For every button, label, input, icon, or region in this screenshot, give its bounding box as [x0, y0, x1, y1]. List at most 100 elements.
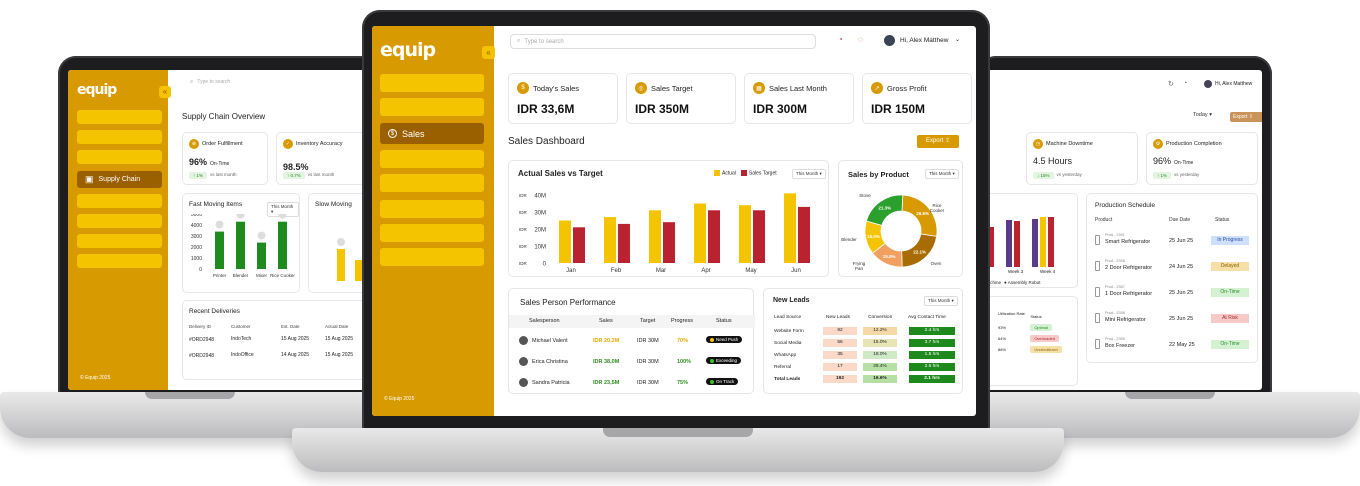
table-row[interactable]: Prod - 2357 1 Door Refrigerator 25 Jun 2… — [1095, 284, 1255, 306]
y-tick-label: 3000 — [191, 234, 202, 240]
nav-item-supply-chain[interactable]: ▣ Supply Chain — [77, 171, 162, 188]
chart-bar — [1014, 221, 1020, 267]
product-code: Prod - 2356 — [1105, 259, 1125, 263]
x-tick-label: Blender — [233, 273, 249, 278]
salesperson-name: Sandra Patricia — [532, 380, 570, 386]
table-row[interactable]: WhatsApp 35 18.0% 1.5 hrs — [764, 351, 964, 361]
check-icon: ✓ — [283, 139, 293, 149]
lead-source: Referral — [774, 365, 792, 370]
bell-icon[interactable]: ◔ — [1183, 80, 1188, 87]
actual-date: 15 Aug 2025 — [325, 336, 354, 342]
bar-target — [798, 206, 810, 263]
nav-item[interactable] — [380, 200, 484, 218]
table-row[interactable]: 93% Optimal — [998, 322, 1068, 333]
period-dropdown[interactable]: This Month ▾ — [924, 296, 958, 306]
table-row[interactable]: Prod - 2391 Smart Refrigerator 25 Jun 25… — [1095, 232, 1255, 254]
week-label: Week 4 — [1040, 269, 1056, 274]
table-row[interactable]: Prod - 2358 Mini Refrigerator 25 Jun 25 … — [1095, 310, 1255, 332]
refresh-icon[interactable]: ↻ — [1168, 81, 1174, 88]
nav-item[interactable] — [380, 98, 484, 116]
period-dropdown[interactable]: This Month ▾ — [925, 169, 959, 179]
gear-icon: ⚙ — [1153, 139, 1163, 149]
nav-item[interactable] — [77, 110, 162, 124]
card-title: Production Schedule — [1095, 202, 1155, 209]
avatar[interactable] — [1204, 80, 1212, 88]
table-row[interactable]: Website Form 92 12.2% 2.4 hrs — [764, 327, 964, 337]
utilization-table: Utilization Rate Status 93% Optimal 64% Ove… — [998, 311, 1068, 355]
table-row[interactable]: Social Media 56 15.0% 3.7 hrs — [764, 339, 964, 349]
message-icon[interactable]: ◌ — [858, 35, 863, 44]
nav-item[interactable] — [77, 214, 162, 228]
table-row[interactable]: Erica Christina IDR 38,0M IDR 30M 100% E… — [509, 354, 755, 372]
copyright: © Equip 2025 — [80, 375, 111, 381]
slice-label: Cooker — [930, 208, 945, 213]
x-tick-label: Apr — [701, 268, 710, 274]
nav-item-sales[interactable]: $ Sales — [380, 123, 484, 144]
y-prefix-label: IDR — [519, 210, 528, 215]
chart-bar — [257, 242, 266, 269]
column-header: New Leads — [826, 315, 850, 320]
notification-icon[interactable]: ◔ — [838, 35, 843, 44]
collapse-icon[interactable]: « — [159, 86, 171, 98]
nav-item[interactable] — [380, 74, 484, 92]
nav-item[interactable] — [380, 150, 484, 168]
bar-actual — [694, 203, 706, 263]
lead-source: Total Leads — [774, 377, 801, 382]
period-dropdown[interactable]: This Month ▾ — [792, 169, 826, 179]
table-row[interactable]: Sandra Patricia IDR 23,5M IDR 30M 75% On… — [509, 375, 755, 393]
conversion: 18.0% — [863, 351, 897, 359]
chart-bar — [1040, 217, 1046, 267]
nav-item[interactable] — [77, 130, 162, 144]
table-row[interactable]: Total Leads 192 16.6% 2.1 hrs — [764, 375, 964, 385]
table-row[interactable]: 88% Underutilized — [998, 344, 1068, 355]
collapse-icon[interactable]: « — [482, 46, 495, 59]
search-input[interactable]: ⌕ Type to search — [184, 76, 364, 88]
nav-item[interactable] — [380, 224, 484, 242]
left-sidebar: equip « ▣ Supply Chain © Equip 2025 — [68, 70, 171, 390]
nav-item[interactable] — [77, 194, 162, 208]
table-row[interactable]: Prod - 2359 Box Freezer 22 May 25 On-Tim… — [1095, 336, 1255, 358]
column-header: Progress — [671, 318, 694, 324]
user-name[interactable]: Hi, Alex Matthew — [1215, 81, 1253, 87]
table-row[interactable]: 64% Overloaded — [998, 333, 1068, 344]
x-tick-label: Jan — [566, 268, 576, 274]
chevron-down-icon[interactable]: ⌄ — [955, 37, 961, 43]
export-button[interactable]: Export ⇪ — [1230, 112, 1262, 122]
avatar[interactable] — [884, 35, 895, 46]
export-button[interactable]: Export ⇪ — [917, 135, 959, 148]
legend-assembly-robot: ● Assembly Robot — [1004, 280, 1041, 285]
nav-item[interactable] — [380, 174, 484, 192]
column-header: Sales — [599, 318, 613, 324]
filter-dropdown[interactable]: Today ▾ — [1193, 112, 1212, 118]
search-input[interactable]: ⌕ Type to search — [510, 34, 816, 49]
nav-item[interactable] — [77, 234, 162, 248]
slice-value-label: 21.3% — [878, 206, 891, 211]
product-code: Prod - 2358 — [1105, 311, 1125, 315]
x-tick-label: Mar — [656, 268, 666, 274]
nav-item[interactable] — [77, 254, 162, 268]
product-icon — [1095, 261, 1100, 271]
fast-moving-chart: 5000 4000 3000 2000 1000 0 Printer Blender Mixer… — [191, 214, 295, 278]
product-icon — [1095, 313, 1100, 323]
actual-vs-target-card: Actual Sales vs Target Actual Sales Targ… — [508, 160, 829, 277]
table-row[interactable]: Michael Valent IDR 20,2M IDR 30M 70% Nee… — [509, 333, 755, 351]
x-tick-label: Printer — [213, 273, 227, 278]
bar-target — [618, 223, 630, 263]
status-badge: Exceeding — [706, 357, 742, 364]
kpi-card-order-fulfillment: ⊕ Order Fulfillment 96% On-Time ↑ 1% vs … — [182, 132, 268, 185]
table-row[interactable]: #ORD2948 IndoTech 15 Aug 2025 15 Aug 202… — [189, 331, 368, 347]
table-row[interactable]: #ORD2948 IndoOffice 14 Aug 2025 15 Aug 2… — [189, 347, 368, 363]
user-name[interactable]: Hi, Alex Matthew — [900, 37, 949, 44]
conversion: 28.4% — [863, 363, 897, 371]
nav-item[interactable] — [77, 150, 162, 164]
table-row[interactable]: Referral 17 28.4% 2.5 hrs — [764, 363, 964, 373]
slice-label: Blender — [841, 237, 857, 242]
slice-value-label: 22.1% — [913, 249, 926, 254]
actual-vs-target-chart: IDR 40M IDR 30M IDR 20M IDR 10M IDR 0 Jan Feb Mar Apr… — [519, 193, 810, 274]
product-icon — [236, 214, 245, 219]
table-row[interactable]: Prod - 2356 2 Door Refrigerator 24 Jun 2… — [1095, 258, 1255, 280]
chart-bar — [1032, 219, 1038, 267]
nav-item[interactable] — [380, 248, 484, 266]
cash-icon: $ — [517, 82, 529, 94]
